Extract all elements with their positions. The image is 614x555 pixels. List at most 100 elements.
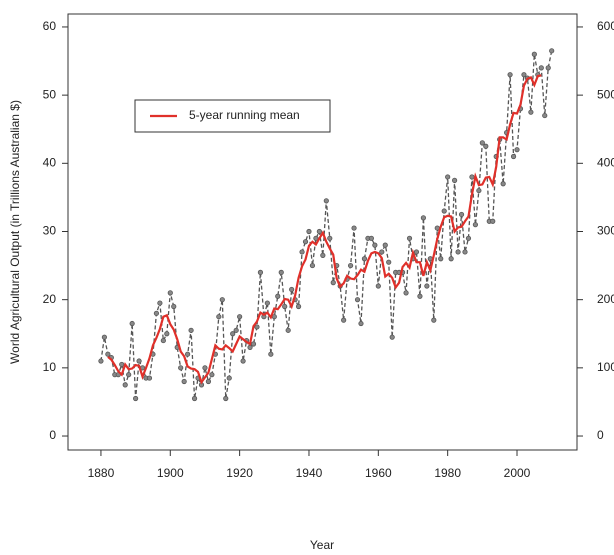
y2-tick-label: 400 bbox=[597, 155, 614, 169]
data-point bbox=[209, 372, 215, 378]
data-point bbox=[202, 365, 208, 371]
data-point bbox=[240, 358, 246, 364]
data-point bbox=[306, 228, 312, 235]
data-point bbox=[528, 109, 534, 115]
data-point bbox=[316, 228, 322, 235]
data-point bbox=[458, 211, 465, 218]
data-point bbox=[465, 235, 472, 241]
data-point bbox=[216, 314, 222, 320]
data-point bbox=[188, 327, 194, 333]
data-point bbox=[171, 303, 177, 310]
data-point bbox=[160, 337, 166, 344]
y-tick-label: 40 bbox=[43, 155, 57, 169]
data-point bbox=[289, 286, 295, 293]
data-point bbox=[379, 249, 385, 255]
data-point bbox=[448, 256, 454, 262]
data-point bbox=[146, 375, 153, 381]
data-point bbox=[417, 293, 423, 299]
data-point bbox=[549, 48, 555, 54]
data-point bbox=[358, 320, 364, 327]
data-point bbox=[521, 72, 527, 78]
running-mean-line bbox=[107, 74, 542, 385]
data-point bbox=[136, 358, 142, 364]
data-point bbox=[476, 187, 482, 194]
data-point bbox=[133, 395, 139, 402]
data-point bbox=[313, 235, 319, 241]
y2-tick-label: 600 bbox=[597, 19, 614, 33]
data-point bbox=[469, 174, 475, 180]
data-point bbox=[237, 314, 243, 320]
data-point bbox=[226, 375, 232, 381]
data-point bbox=[268, 351, 274, 357]
data-point bbox=[105, 351, 111, 357]
y-tick-label: 10 bbox=[43, 360, 57, 374]
data-point bbox=[275, 293, 281, 299]
data-point bbox=[101, 334, 108, 340]
data-point bbox=[424, 283, 430, 289]
data-point bbox=[413, 249, 420, 255]
data-point bbox=[406, 235, 413, 241]
data-point bbox=[178, 365, 184, 371]
x-tick-label: 1920 bbox=[226, 466, 253, 480]
data-point bbox=[538, 65, 544, 71]
data-point bbox=[119, 361, 125, 368]
data-point bbox=[438, 256, 444, 262]
data-point bbox=[479, 140, 485, 146]
data-point bbox=[98, 358, 104, 364]
data-point bbox=[382, 242, 388, 248]
data-point bbox=[302, 239, 309, 245]
data-point bbox=[514, 147, 520, 153]
data-point bbox=[510, 153, 517, 160]
x-tick-label: 1900 bbox=[157, 466, 184, 480]
data-point bbox=[254, 324, 260, 330]
data-point bbox=[389, 334, 395, 340]
data-point bbox=[500, 181, 506, 187]
y-tick-label: 0 bbox=[49, 428, 56, 442]
y-axis-label: World Agricultural Output (in Trillions … bbox=[8, 100, 22, 364]
data-point bbox=[455, 249, 461, 255]
data-point bbox=[531, 51, 537, 57]
data-point bbox=[431, 317, 437, 323]
y-tick-label: 20 bbox=[43, 292, 57, 306]
data-point bbox=[441, 208, 447, 214]
data-point bbox=[462, 249, 468, 255]
plot-frame bbox=[67, 13, 578, 451]
data-point bbox=[320, 252, 326, 258]
data-point bbox=[185, 351, 191, 357]
x-tick-label: 1960 bbox=[365, 466, 392, 480]
y2-tick-label: 200 bbox=[597, 292, 614, 306]
data-point bbox=[122, 382, 128, 388]
data-point bbox=[347, 262, 354, 269]
data-point bbox=[490, 218, 496, 224]
x-tick-label: 1980 bbox=[434, 466, 461, 480]
x-tick-label: 1880 bbox=[88, 466, 115, 480]
data-point bbox=[542, 112, 548, 119]
data-point bbox=[153, 310, 160, 316]
data-point bbox=[361, 256, 368, 262]
data-point bbox=[386, 259, 392, 265]
y-tick-label: 60 bbox=[43, 19, 57, 33]
data-point bbox=[295, 303, 302, 310]
data-point bbox=[230, 331, 236, 337]
data-point bbox=[323, 198, 329, 204]
data-point bbox=[545, 65, 551, 71]
data-point bbox=[257, 269, 264, 275]
data-point bbox=[327, 235, 333, 241]
data-point bbox=[330, 280, 336, 286]
data-point bbox=[191, 395, 198, 402]
y2-tick-label: 100 bbox=[597, 360, 614, 374]
data-point bbox=[445, 174, 451, 180]
data-point bbox=[372, 242, 378, 248]
data-point bbox=[126, 372, 132, 378]
data-point bbox=[452, 177, 458, 183]
x-axis-label: Year bbox=[310, 538, 334, 552]
y2-tick-label: 300 bbox=[597, 224, 614, 238]
data-point bbox=[368, 235, 374, 241]
data-point bbox=[264, 300, 270, 306]
data-point bbox=[299, 249, 305, 255]
data-point bbox=[250, 341, 257, 347]
data-point bbox=[507, 72, 513, 78]
x-tick-label: 1940 bbox=[296, 466, 323, 480]
data-point bbox=[157, 300, 163, 306]
